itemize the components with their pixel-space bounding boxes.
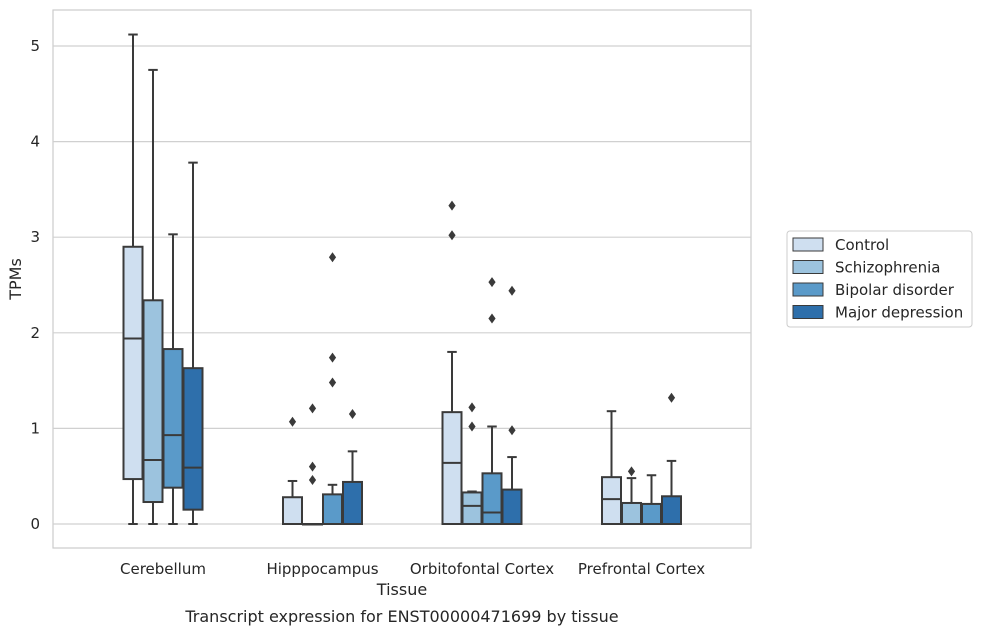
outlier-point (328, 252, 337, 263)
y-tick-label: 0 (30, 515, 40, 533)
box-control (441, 200, 463, 526)
x-tick-labels: Cerebellum Hipppocampus Orbitofontal Corte… (120, 560, 705, 578)
legend-label: Major depression (835, 304, 963, 322)
boxes (122, 33, 682, 526)
outlier-point (508, 285, 516, 296)
outlier-point (348, 409, 357, 420)
legend-swatch (792, 305, 824, 319)
x-tick-label: Cerebellum (120, 560, 206, 578)
iqr-box (601, 476, 622, 526)
iqr-box (461, 491, 483, 525)
iqr-box (322, 493, 343, 526)
x-axis-label: Tissue (376, 580, 427, 599)
iqr-box (122, 245, 144, 481)
legend-swatch (792, 282, 824, 297)
legend: Control Schizophrenia Bipolar disorder Majo… (786, 230, 973, 328)
iqr-box (501, 488, 523, 526)
y-tick-label: 5 (30, 37, 40, 55)
legend-label: Bipolar disorder (835, 281, 955, 299)
outlier-point (468, 402, 476, 413)
box-schizophrenia (461, 402, 483, 525)
box-major-depression (501, 285, 523, 526)
legend-swatch (792, 237, 824, 252)
iqr-box (282, 496, 303, 525)
box-control (601, 410, 622, 526)
x-tick-label: Orbitofontal Cortex (410, 560, 554, 578)
outlier-point (448, 230, 456, 241)
outlier-point (667, 392, 676, 403)
y-tick-label: 3 (30, 228, 40, 246)
outlier-point (448, 200, 456, 211)
y-tick-labels: 0 1 2 3 4 5 (30, 37, 40, 533)
y-tick-label: 2 (30, 324, 40, 342)
outlier-point (308, 403, 317, 414)
iqr-box (641, 502, 662, 526)
x-tick-label: Prefrontal Cortex (578, 560, 705, 578)
outlier-point (308, 475, 317, 486)
iqr-box (342, 480, 363, 526)
box-bipolar-disorder (162, 233, 184, 525)
outlier-point (468, 421, 476, 432)
iqr-box (441, 411, 463, 526)
iqr-box (661, 495, 682, 525)
outlier-point (627, 466, 636, 477)
box-major-depression (342, 409, 363, 526)
iqr-box (182, 367, 204, 511)
iqr-box (621, 501, 642, 525)
box-bipolar-disorder (322, 252, 343, 526)
outlier-point (328, 377, 337, 388)
legend-label: Schizophrenia (835, 259, 940, 277)
y-axis-label: TPMs (6, 258, 25, 301)
y-tick-label: 1 (30, 419, 40, 437)
x-tick-label: Hipppocampus (266, 560, 378, 578)
box-schizophrenia (302, 403, 323, 526)
iqr-box (162, 348, 184, 489)
iqr-box (142, 299, 164, 504)
box-schizophrenia (621, 466, 642, 525)
legend-label: Control (835, 236, 889, 254)
box-bipolar-disorder (641, 474, 662, 526)
outlier-point (328, 352, 337, 363)
legend-frame (786, 230, 973, 328)
figure-caption: Transcript expression for ENST0000047169… (184, 607, 618, 626)
outlier-point (288, 416, 297, 427)
box-major-depression (661, 392, 682, 525)
outlier-point (308, 461, 317, 472)
outlier-point (488, 313, 496, 324)
outlier-point (488, 277, 496, 288)
outlier-point (508, 425, 516, 436)
iqr-box (481, 472, 503, 525)
box-major-depression (182, 161, 204, 525)
y-tick-label: 4 (30, 133, 40, 151)
box-control (282, 416, 303, 525)
legend-swatch (792, 260, 824, 274)
